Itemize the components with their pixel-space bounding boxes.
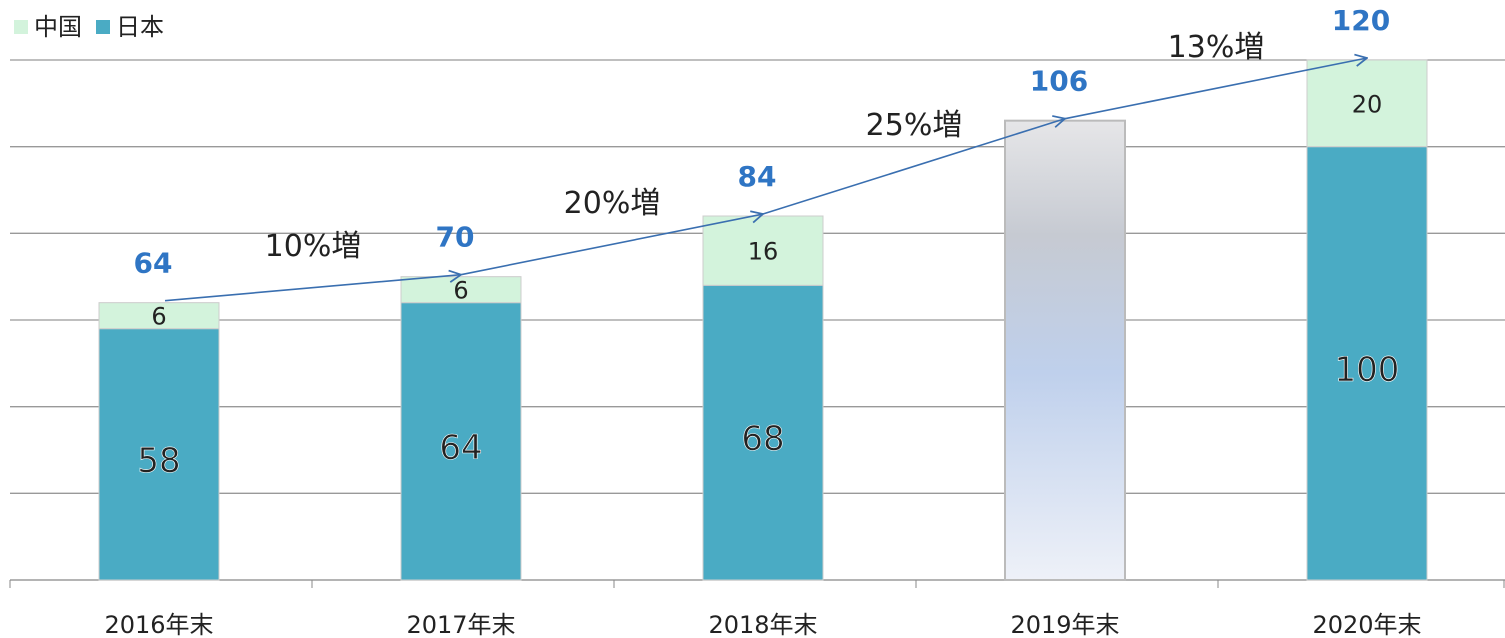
growth-annotation: 25%増 <box>866 108 963 143</box>
x-tick-label: 2016年末 <box>104 611 213 638</box>
bar-segment <box>98 302 220 330</box>
value-label: 68 <box>741 419 784 459</box>
value-label: 20 <box>1352 90 1383 118</box>
x-tick-label: 2017年末 <box>406 611 515 638</box>
value-label: 100 <box>1335 350 1400 390</box>
total-label: 64 <box>134 247 173 280</box>
legend-swatch <box>14 20 28 34</box>
legend-label: 日本 <box>116 13 164 41</box>
total-label: 70 <box>436 221 475 254</box>
value-label: 64 <box>439 428 482 468</box>
x-tick-label: 2018年末 <box>708 611 817 638</box>
value-label: 6 <box>151 303 166 331</box>
total-label: 106 <box>1030 65 1088 98</box>
legend-label: 中国 <box>34 13 82 41</box>
total-label: 120 <box>1332 4 1390 37</box>
bar-segment <box>98 328 220 581</box>
x-tick-label: 2020年末 <box>1312 611 1421 638</box>
x-tick-label: 2019年末 <box>1010 611 1119 638</box>
value-label: 16 <box>748 238 779 266</box>
legend-swatch <box>96 20 110 34</box>
growth-annotation: 10%増 <box>265 229 362 264</box>
total-label: 84 <box>738 160 777 193</box>
growth-line <box>164 58 1367 302</box>
growth-annotation: 20%増 <box>564 186 661 221</box>
ghost-bar <box>1004 119 1126 582</box>
bar-segment <box>702 284 824 581</box>
value-label: 58 <box>137 441 180 481</box>
growth-annotation: 13%増 <box>1168 30 1265 65</box>
value-label: 6 <box>453 277 468 305</box>
bar-segment <box>400 302 522 581</box>
